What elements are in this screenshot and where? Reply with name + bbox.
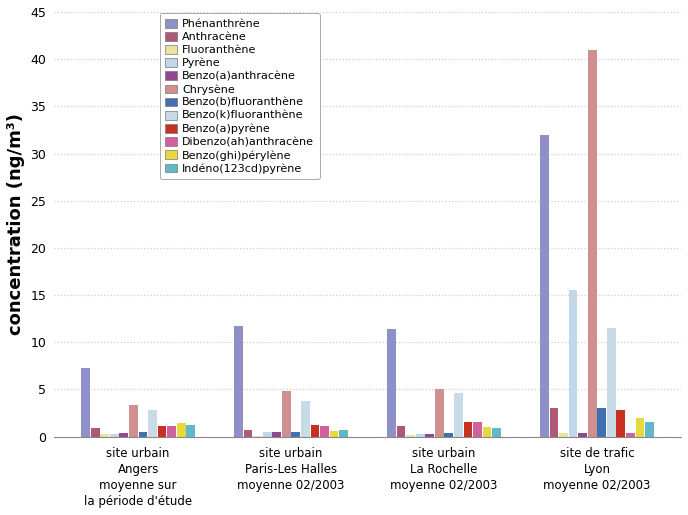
Bar (482, 427, 491, 437)
Bar (540, 134, 549, 437)
Bar (320, 426, 329, 437)
Y-axis label: concentration (ng/m³): concentration (ng/m³) (7, 113, 25, 335)
Bar (645, 422, 654, 437)
Bar (416, 434, 424, 437)
Bar (578, 433, 587, 437)
Bar (444, 433, 453, 437)
Bar (492, 428, 501, 437)
Bar (425, 434, 434, 437)
Bar (550, 408, 559, 437)
Legend: Phénanthrène, Anthracène, Fluoranthène, Pyrène, Benzo(a)anthracène, Chrysène, Be: Phénanthrène, Anthracène, Fluoranthène, … (160, 13, 320, 179)
Bar (263, 432, 272, 437)
Bar (454, 393, 463, 437)
Bar (253, 436, 262, 437)
Bar (569, 290, 577, 437)
Bar (597, 408, 606, 437)
Bar (292, 432, 300, 437)
Bar (588, 49, 596, 437)
Bar (244, 430, 252, 437)
Bar (559, 433, 568, 437)
Bar (138, 432, 147, 437)
Bar (148, 410, 157, 437)
Bar (387, 329, 396, 437)
Bar (120, 433, 128, 437)
Bar (396, 426, 405, 437)
Bar (435, 388, 444, 437)
Bar (330, 431, 338, 437)
Bar (186, 425, 195, 437)
Bar (636, 418, 645, 437)
Bar (406, 435, 415, 437)
Bar (339, 430, 348, 437)
Bar (473, 422, 482, 437)
Bar (234, 326, 243, 437)
Bar (301, 401, 310, 437)
Bar (129, 405, 138, 437)
Bar (110, 434, 118, 437)
Bar (100, 434, 109, 437)
Bar (626, 433, 635, 437)
Bar (607, 328, 616, 437)
Bar (167, 426, 176, 437)
Bar (91, 428, 100, 437)
Bar (310, 425, 319, 437)
Bar (158, 426, 166, 437)
Bar (272, 432, 281, 437)
Bar (616, 410, 625, 437)
Bar (464, 422, 472, 437)
Bar (282, 391, 291, 437)
Bar (81, 368, 90, 437)
Bar (177, 423, 186, 437)
